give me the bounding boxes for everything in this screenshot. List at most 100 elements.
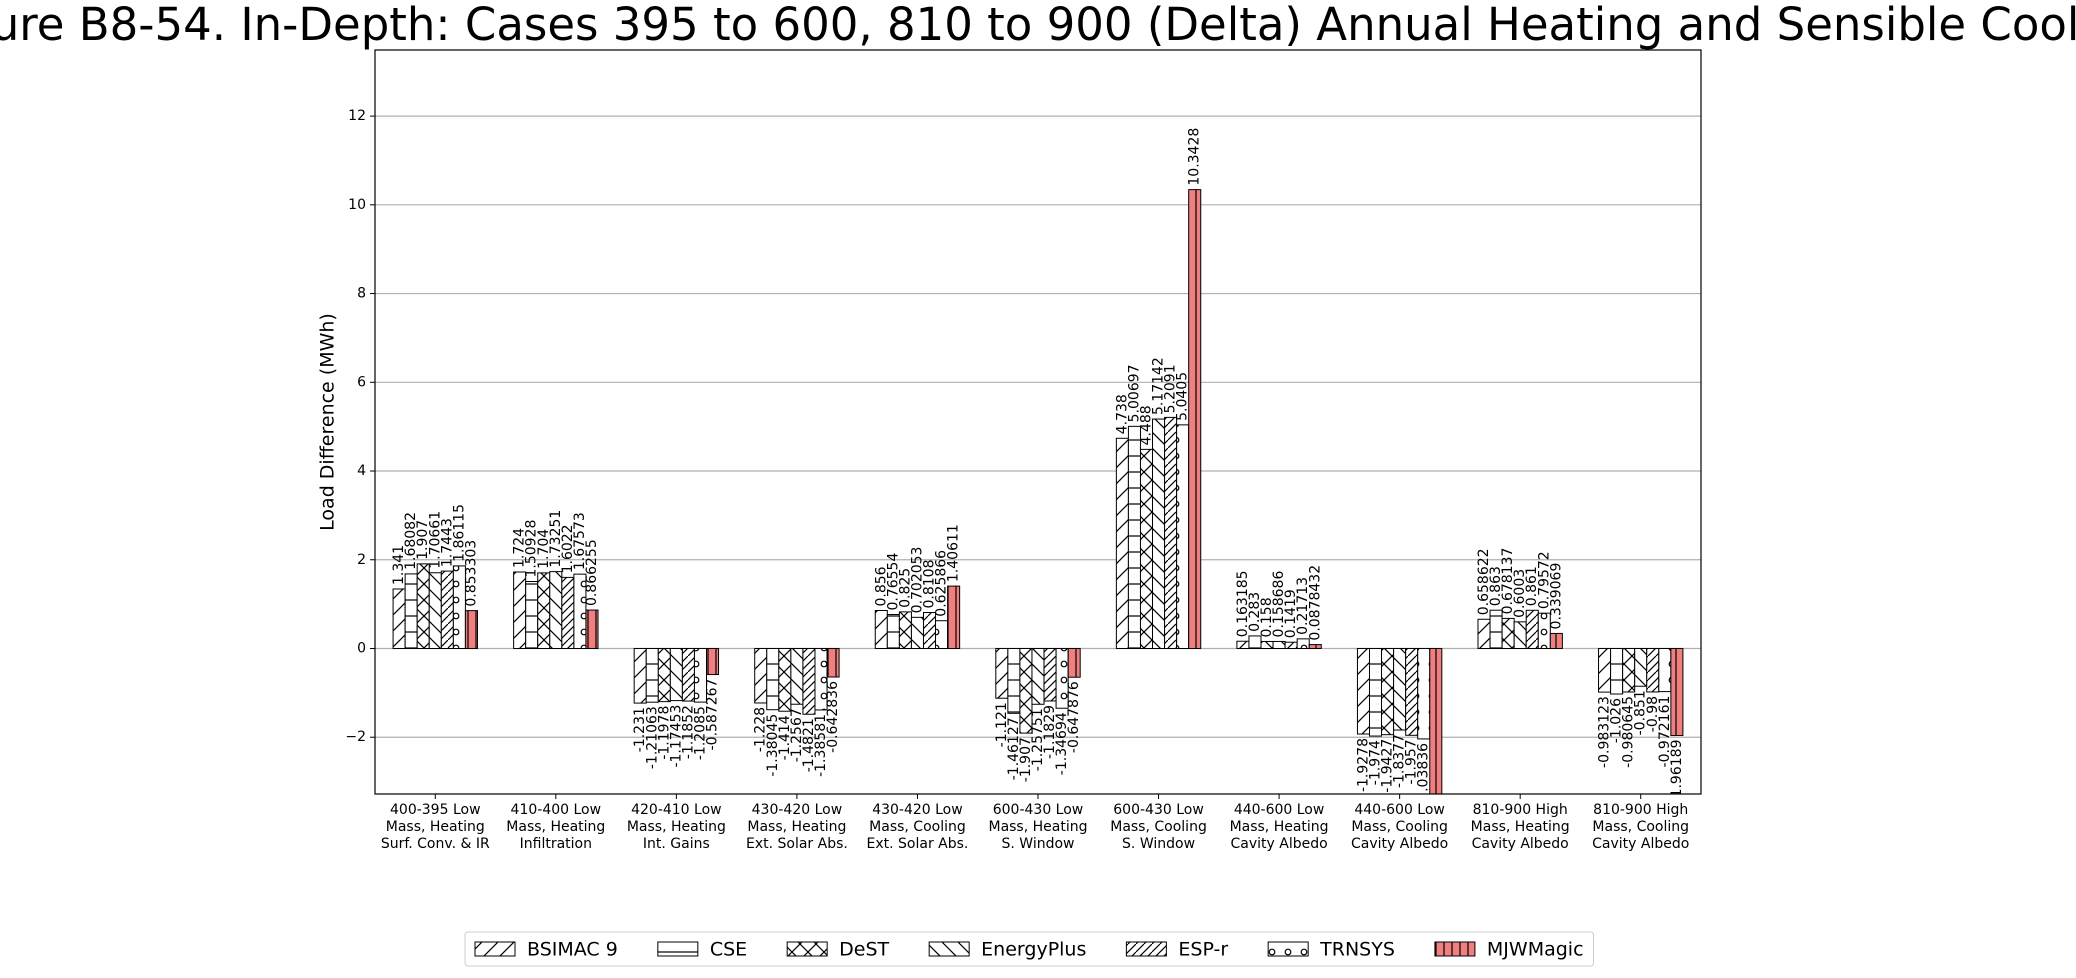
x-tick-label: 430-420 Low Mass, Cooling Ext. Solar Abs… bbox=[866, 802, 969, 852]
bar bbox=[1356, 647, 1370, 735]
value-label: 0.8108 bbox=[922, 560, 938, 609]
bar bbox=[1284, 641, 1298, 649]
value-label: -1.9427 bbox=[1380, 739, 1396, 793]
legend-label: DeST bbox=[839, 939, 889, 961]
bar bbox=[657, 647, 671, 703]
bar bbox=[922, 612, 937, 649]
bar bbox=[452, 565, 466, 649]
value-label: -1.231 bbox=[632, 707, 648, 752]
value-label: -0.647876 bbox=[1066, 681, 1082, 753]
bar bbox=[706, 647, 720, 676]
bar bbox=[1369, 647, 1383, 737]
legend-label: CSE bbox=[710, 939, 747, 961]
value-label: 1.68082 bbox=[403, 512, 419, 570]
bar bbox=[1007, 647, 1021, 714]
bar bbox=[585, 609, 599, 649]
x-tick-label: 400-395 Low Mass, Heating Surf. Conv. & … bbox=[380, 802, 490, 852]
x-tick-label: 430-420 Low Mass, Heating Ext. Solar Abs… bbox=[745, 802, 848, 852]
value-label: -0.642836 bbox=[825, 681, 841, 753]
value-label: -1.4821 bbox=[801, 718, 817, 772]
bar bbox=[1622, 647, 1636, 693]
bar bbox=[416, 563, 430, 649]
bar bbox=[1055, 647, 1069, 709]
bar bbox=[1381, 647, 1395, 736]
x-tick-label: 600-430 Low Mass, Cooling S. Window bbox=[1110, 802, 1207, 852]
value-label: -1.46127 bbox=[1006, 717, 1022, 780]
bar bbox=[1031, 647, 1045, 705]
bar bbox=[1043, 647, 1057, 702]
x-tick-label: 600-430 Low Mass, Heating S. Window bbox=[988, 802, 1088, 852]
legend-swatch bbox=[928, 941, 970, 957]
bar bbox=[1513, 621, 1527, 649]
bar bbox=[1670, 647, 1684, 737]
value-label: -2.03836 bbox=[1416, 743, 1432, 806]
value-label: -1.25751 bbox=[1030, 708, 1046, 771]
y-tick-label: 2 bbox=[357, 552, 366, 568]
legend: BSIMAC 9 CSE DeST EnergyPlus ESP-r TRNSYS MJWM… bbox=[464, 931, 1595, 967]
value-label: 1.70661 bbox=[427, 511, 443, 569]
value-label: -1.1852 bbox=[680, 705, 696, 759]
x-tick-label: 440-600 Low Mass, Cooling Cavity Albedo bbox=[1351, 802, 1449, 852]
value-label: -1.17453 bbox=[668, 705, 684, 768]
value-label: 4.488 bbox=[1138, 405, 1154, 445]
y-tick-label: 4 bbox=[357, 463, 366, 479]
legend-swatch bbox=[1434, 941, 1476, 957]
bar bbox=[1549, 632, 1563, 649]
bars: 1.3411.680821.9071.706611.74431.861150.8… bbox=[391, 128, 1685, 806]
value-label: -1.21063 bbox=[644, 706, 660, 769]
bar bbox=[1272, 640, 1286, 649]
x-tick-label: 420-410 Low Mass, Heating Int. Gains bbox=[626, 802, 726, 852]
value-label: 1.73251 bbox=[548, 510, 564, 568]
bar bbox=[513, 571, 527, 649]
y-tick-label: 12 bbox=[348, 108, 366, 124]
value-label: 1.704 bbox=[536, 529, 552, 569]
bar bbox=[814, 647, 828, 711]
bar bbox=[1417, 647, 1431, 740]
bar bbox=[790, 647, 804, 705]
value-label: -1.026 bbox=[1609, 698, 1625, 743]
bar bbox=[766, 647, 780, 711]
value-label: -1.1978 bbox=[656, 706, 672, 760]
legend-label: TRNSYS bbox=[1319, 939, 1395, 961]
x-tick-label: 810-900 High Mass, Cooling Cavity Albedo bbox=[1592, 802, 1690, 852]
bar bbox=[1236, 640, 1250, 649]
value-label: -0.851 bbox=[1633, 690, 1649, 735]
value-label: 0.702053 bbox=[909, 547, 925, 614]
value-label: 0.853303 bbox=[463, 540, 479, 607]
bar bbox=[1610, 647, 1624, 695]
bar bbox=[754, 647, 768, 704]
value-label: -0.98 bbox=[1645, 696, 1661, 732]
bar bbox=[549, 571, 563, 649]
value-label: 0.283 bbox=[1247, 592, 1263, 632]
value-label: 0.1419 bbox=[1283, 589, 1299, 638]
value-label: -1.907 bbox=[1018, 737, 1034, 782]
value-label: 5.2091 bbox=[1163, 364, 1179, 413]
bar bbox=[1176, 424, 1190, 649]
bar bbox=[693, 647, 707, 703]
bar bbox=[947, 585, 961, 649]
value-label: 1.6022 bbox=[560, 524, 576, 573]
value-label: 0.163185 bbox=[1235, 570, 1251, 637]
bar bbox=[1067, 647, 1081, 678]
bar bbox=[1501, 617, 1515, 649]
value-label: -1.2567 bbox=[789, 708, 805, 762]
value-label: -1.38581 bbox=[813, 714, 829, 777]
value-label: -1.1829 bbox=[1042, 705, 1058, 759]
bar bbox=[1139, 448, 1154, 649]
bar bbox=[1598, 647, 1612, 693]
bar bbox=[1308, 644, 1322, 649]
value-label: 1.67573 bbox=[572, 512, 588, 570]
x-tick-label: 440-600 Low Mass, Heating Cavity Albedo bbox=[1229, 802, 1329, 852]
value-label: -1.414 bbox=[777, 715, 793, 760]
bar bbox=[886, 614, 900, 649]
bar bbox=[404, 573, 418, 649]
bar bbox=[681, 647, 695, 702]
value-label: 5.00697 bbox=[1126, 364, 1142, 422]
bar bbox=[898, 611, 912, 649]
value-label: 0.863 bbox=[1488, 566, 1504, 606]
bar bbox=[995, 647, 1009, 699]
value-label: 0.625866 bbox=[934, 550, 950, 617]
bar bbox=[1525, 609, 1539, 649]
value-label: -0.972161 bbox=[1657, 696, 1673, 768]
